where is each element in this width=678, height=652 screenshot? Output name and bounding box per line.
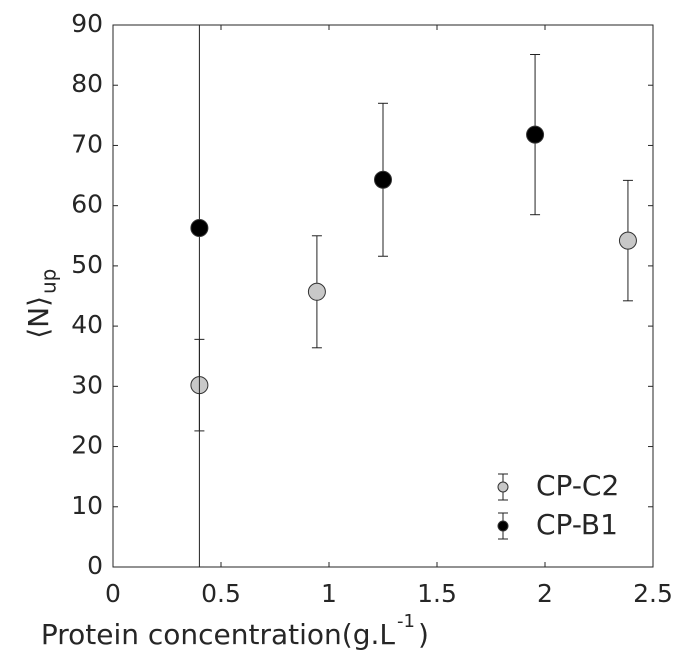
y-tick-label: 80	[71, 69, 103, 98]
point	[307, 282, 326, 301]
y-tick-label: 70	[71, 129, 103, 158]
y-tick-label: 90	[71, 9, 103, 38]
y-tick-label: 30	[71, 370, 103, 399]
x-label-sup: -1	[397, 611, 415, 632]
legend-label: CP-B1	[536, 508, 618, 541]
point	[190, 218, 209, 237]
point	[618, 231, 637, 250]
point	[374, 170, 392, 189]
x-tick-label: 1	[321, 579, 337, 608]
y-tick-label: 60	[71, 190, 103, 219]
y-axis-label: ⟨N⟩ up	[22, 269, 61, 339]
x-tick-label: 1.5	[417, 579, 457, 608]
y-tick-label: 50	[71, 250, 103, 279]
x-tick-label: 0	[105, 579, 121, 608]
x-tick-label: 0.5	[201, 579, 241, 608]
legend-marker	[497, 481, 509, 493]
y-tick-label: 0	[87, 551, 103, 580]
y-label-sub: up	[37, 269, 61, 294]
x-axis-label: Protein concentration(g.L -1 )	[41, 611, 429, 651]
y-label: ⟨N⟩	[22, 296, 55, 339]
legend-marker	[497, 520, 509, 532]
y-tick-label: 20	[71, 431, 103, 460]
x-label: Protein concentration(g.L	[41, 618, 396, 651]
y-tick-label: 40	[71, 310, 103, 339]
x-label-end: )	[418, 618, 429, 651]
plot-frame	[112, 24, 654, 568]
x-tick-label: 2.5	[633, 579, 673, 608]
plot-area	[190, 25, 637, 567]
y-tick-label: 10	[71, 491, 103, 520]
point	[526, 125, 545, 144]
x-tick-label: 2	[537, 579, 553, 608]
legend-label: CP-C2	[536, 469, 619, 502]
